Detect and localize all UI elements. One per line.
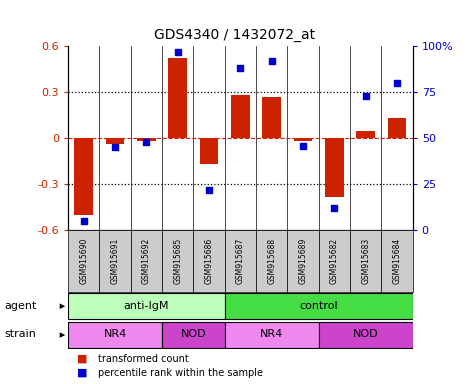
Text: ■: ■: [77, 368, 88, 378]
Bar: [106, 138, 124, 144]
Text: GSM915689: GSM915689: [299, 238, 308, 284]
Text: GSM915684: GSM915684: [393, 238, 401, 284]
Point: [111, 144, 119, 151]
Text: GSM915691: GSM915691: [111, 238, 120, 284]
Text: GDS4340 / 1432072_at: GDS4340 / 1432072_at: [154, 28, 315, 42]
Point: [331, 205, 338, 211]
Bar: [68, 293, 225, 319]
Bar: [200, 138, 219, 164]
Text: NR4: NR4: [103, 329, 127, 339]
Text: GSM915687: GSM915687: [236, 238, 245, 284]
Text: strain: strain: [5, 329, 37, 339]
Point: [236, 65, 244, 71]
Point: [174, 48, 182, 55]
Bar: [74, 138, 93, 215]
Point: [299, 142, 307, 149]
Text: GSM915686: GSM915686: [204, 238, 213, 284]
Bar: [231, 95, 250, 138]
Bar: [168, 58, 187, 138]
Text: GSM915683: GSM915683: [361, 238, 370, 284]
Text: GSM915688: GSM915688: [267, 238, 276, 284]
Bar: [137, 138, 156, 141]
Bar: [381, 230, 413, 292]
Bar: [350, 230, 381, 292]
Point: [143, 139, 150, 145]
Text: transformed count: transformed count: [98, 354, 189, 364]
Text: control: control: [299, 301, 338, 311]
Bar: [388, 118, 407, 138]
Bar: [99, 230, 131, 292]
Text: NOD: NOD: [181, 329, 206, 339]
Bar: [325, 138, 344, 197]
Bar: [162, 322, 225, 348]
Bar: [68, 322, 162, 348]
Bar: [225, 293, 413, 319]
Bar: [319, 230, 350, 292]
Text: ■: ■: [77, 354, 88, 364]
Text: anti-IgM: anti-IgM: [124, 301, 169, 311]
Bar: [131, 230, 162, 292]
Text: NR4: NR4: [260, 329, 283, 339]
Bar: [262, 97, 281, 138]
Bar: [294, 138, 312, 141]
Point: [205, 187, 213, 193]
Point: [393, 80, 401, 86]
Bar: [193, 230, 225, 292]
Text: percentile rank within the sample: percentile rank within the sample: [98, 368, 264, 378]
Point: [362, 93, 370, 99]
Bar: [356, 131, 375, 138]
Text: NOD: NOD: [353, 329, 378, 339]
Point: [80, 218, 87, 224]
Bar: [319, 322, 413, 348]
Bar: [68, 230, 99, 292]
Text: GSM915692: GSM915692: [142, 238, 151, 284]
Text: agent: agent: [5, 301, 37, 311]
Text: GSM915685: GSM915685: [173, 238, 182, 284]
Text: GSM915690: GSM915690: [79, 238, 88, 284]
Bar: [225, 230, 256, 292]
Point: [268, 58, 275, 64]
Bar: [162, 230, 193, 292]
Bar: [256, 230, 287, 292]
Text: GSM915682: GSM915682: [330, 238, 339, 284]
Bar: [287, 230, 319, 292]
Bar: [225, 322, 319, 348]
